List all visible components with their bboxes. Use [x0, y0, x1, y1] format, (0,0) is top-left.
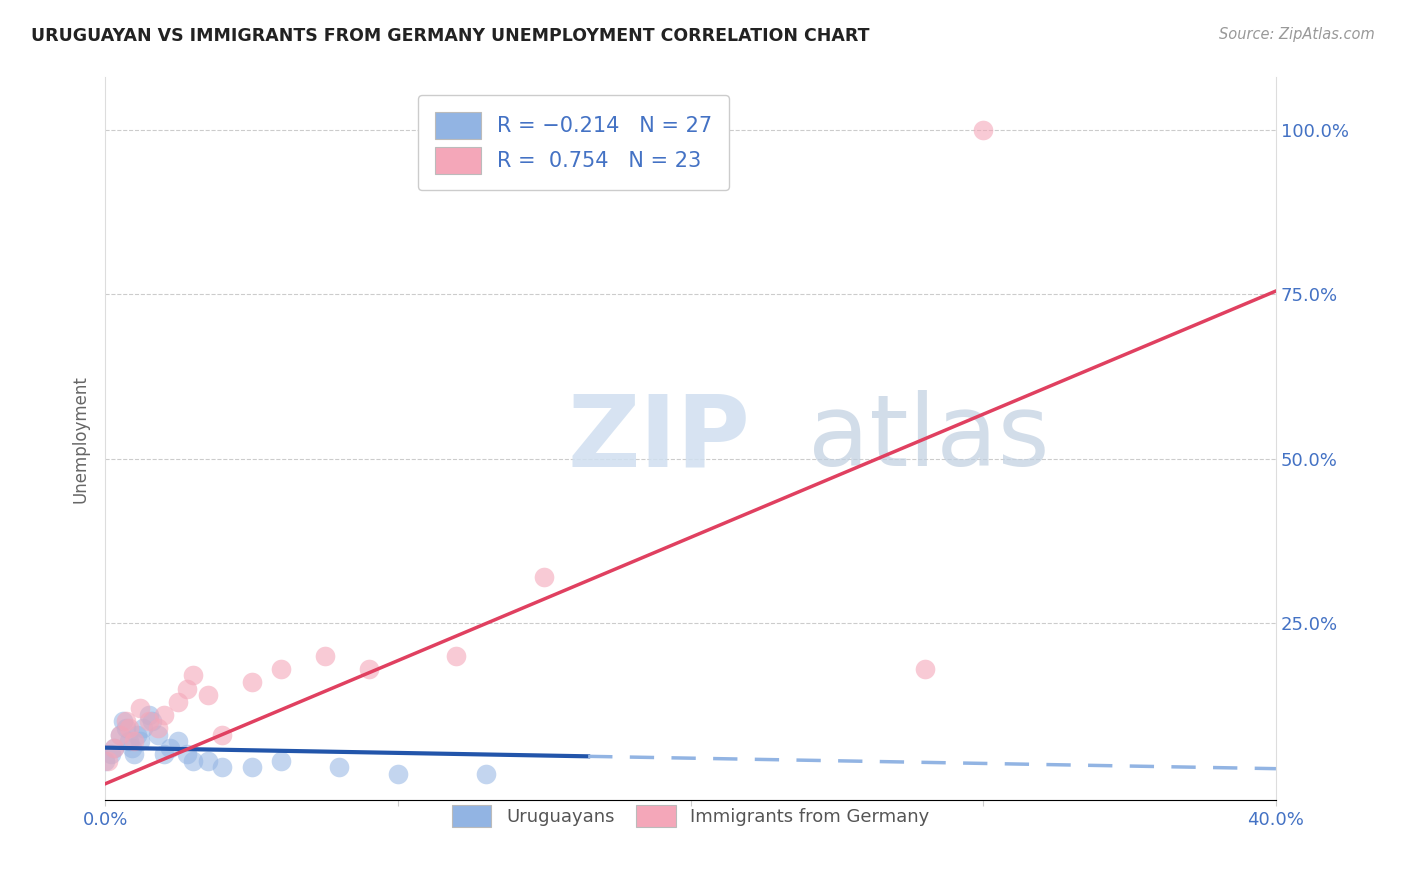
Point	[181, 668, 204, 682]
Point	[533, 570, 555, 584]
Point	[914, 662, 936, 676]
Point	[124, 734, 146, 748]
Point	[181, 754, 204, 768]
Point	[152, 707, 174, 722]
Point	[103, 740, 125, 755]
Point	[141, 714, 163, 729]
Point	[127, 727, 149, 741]
Point	[314, 648, 336, 663]
Point	[211, 760, 233, 774]
Point	[124, 747, 146, 762]
Point	[108, 727, 131, 741]
Point	[446, 648, 468, 663]
Point	[972, 123, 994, 137]
Point	[111, 714, 134, 729]
Point	[176, 681, 198, 696]
Point	[167, 695, 190, 709]
Point	[114, 721, 136, 735]
Point	[121, 740, 143, 755]
Point	[167, 734, 190, 748]
Point	[129, 701, 152, 715]
Point	[328, 760, 350, 774]
Point	[138, 714, 160, 729]
Point	[103, 740, 125, 755]
Point	[100, 747, 122, 762]
Point	[108, 727, 131, 741]
Point	[270, 662, 292, 676]
Text: Source: ZipAtlas.com: Source: ZipAtlas.com	[1219, 27, 1375, 42]
Point	[146, 721, 169, 735]
Point	[138, 707, 160, 722]
Point	[240, 760, 263, 774]
Point	[129, 734, 152, 748]
Point	[240, 675, 263, 690]
Point	[159, 740, 181, 755]
Point	[270, 754, 292, 768]
Point	[117, 734, 139, 748]
Text: URUGUAYAN VS IMMIGRANTS FROM GERMANY UNEMPLOYMENT CORRELATION CHART: URUGUAYAN VS IMMIGRANTS FROM GERMANY UNE…	[31, 27, 869, 45]
Point	[117, 721, 139, 735]
Text: atlas: atlas	[807, 391, 1049, 487]
Point	[357, 662, 380, 676]
Point	[94, 754, 117, 768]
Point	[197, 688, 219, 702]
Point	[197, 754, 219, 768]
Legend: Uruguayans, Immigrants from Germany: Uruguayans, Immigrants from Germany	[444, 798, 936, 835]
Point	[211, 727, 233, 741]
Point	[176, 747, 198, 762]
Point	[114, 714, 136, 729]
Point	[97, 754, 120, 768]
Point	[152, 747, 174, 762]
Point	[146, 727, 169, 741]
Text: ZIP: ZIP	[568, 391, 751, 487]
Point	[132, 721, 155, 735]
Y-axis label: Unemployment: Unemployment	[72, 375, 89, 503]
Point	[474, 767, 496, 781]
Point	[387, 767, 409, 781]
